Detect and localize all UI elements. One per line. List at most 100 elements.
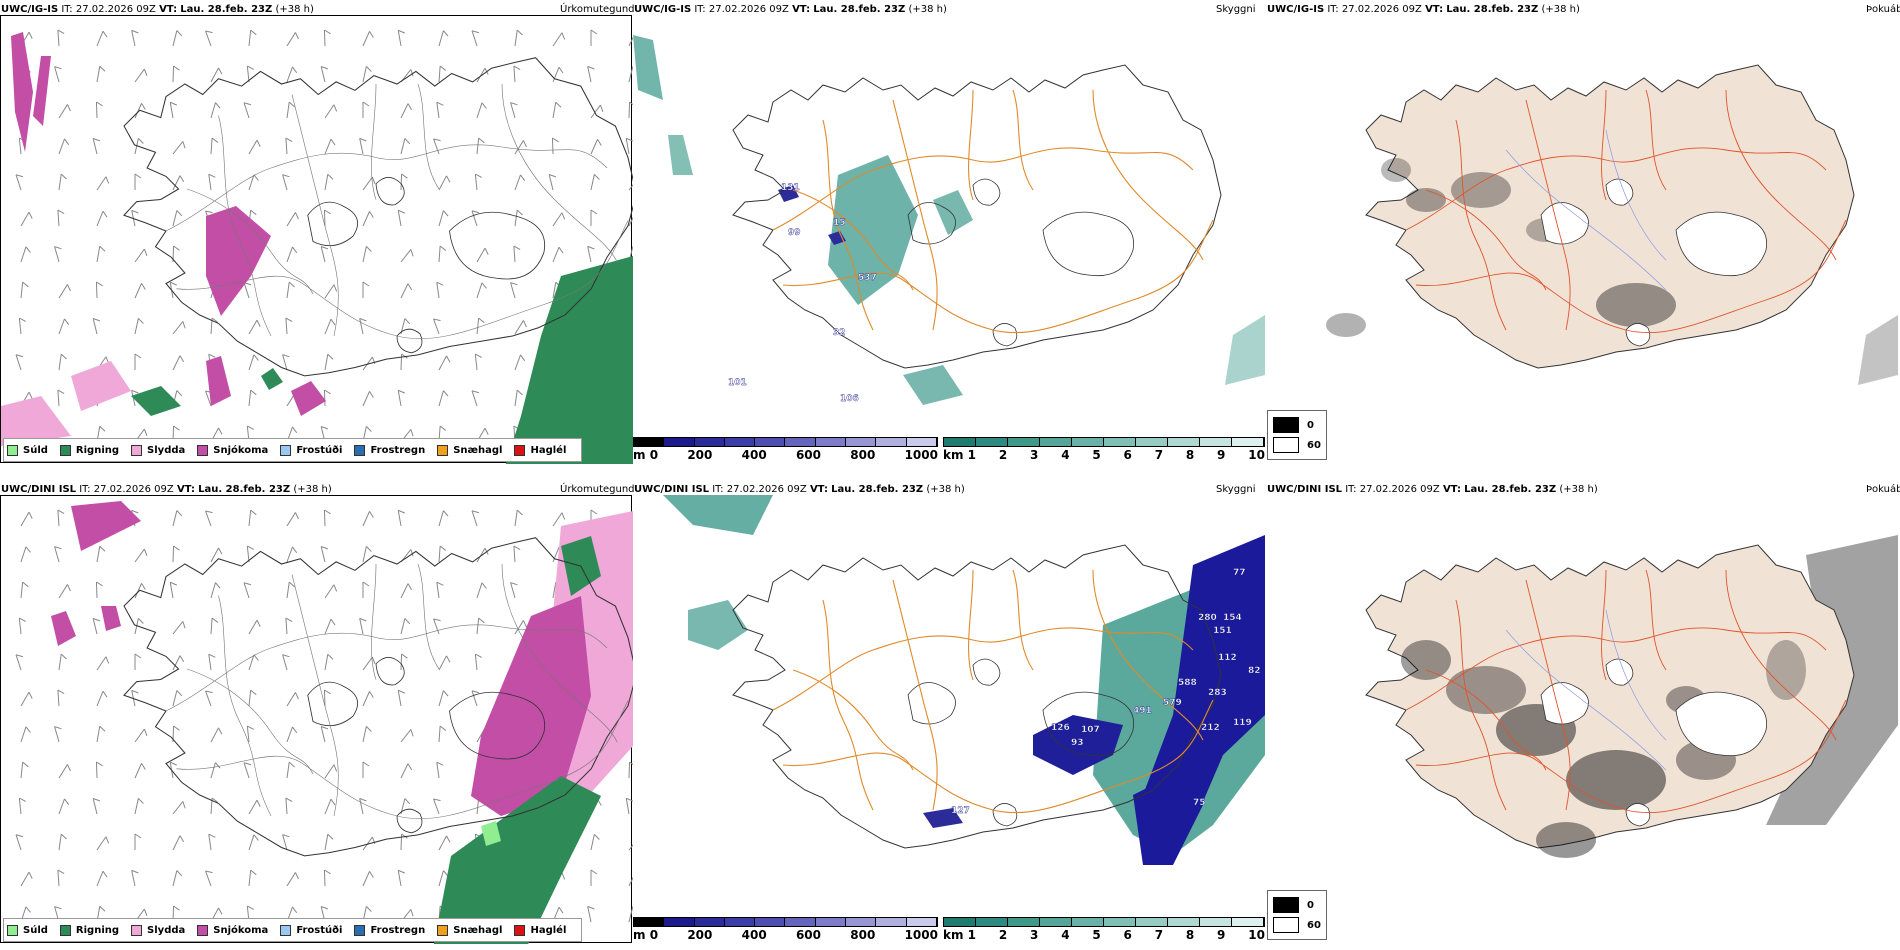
visibility-value-label: 101 <box>728 378 747 388</box>
legend-swatch <box>514 444 526 456</box>
legend-item: Haglél <box>514 444 566 456</box>
visibility-value-label: 127 <box>951 806 970 816</box>
visibility-value-label: 15 <box>833 218 846 228</box>
fog-index-map <box>1266 15 1898 463</box>
legend-item: Rigning <box>59 924 119 936</box>
legend-swatch <box>59 444 71 456</box>
visibility-map: 131 15 99 537 32 101 106 <box>633 15 1265 463</box>
legend-item: Frostúði <box>280 924 342 936</box>
lead-time: (+38 h) <box>908 4 947 15</box>
legend-swatch <box>437 444 449 456</box>
visibility-value-label: 32 <box>833 328 846 338</box>
legend-item: Snæhagl <box>437 444 502 456</box>
it-label: IT: <box>694 4 706 15</box>
legend-item: Snæhagl <box>437 924 502 936</box>
it-label: IT: <box>79 484 91 495</box>
panel-title: UWC/IG-IS IT: 27.02.2026 09Z VT: Lau. 28… <box>1 4 314 15</box>
precip-type-map: Súld Rigning Slydda Snjókoma Frostúði Frostre… <box>0 15 633 464</box>
init-time: 27.02.2026 09Z <box>93 484 174 495</box>
field-name: Úrkomutegund <box>560 484 635 495</box>
visibility-value-label: 93 <box>1071 738 1084 748</box>
fog-swatch-60 <box>1273 917 1299 933</box>
legend-item: Rigning <box>59 444 119 456</box>
fog-swatch-0 <box>1273 897 1299 913</box>
panel-title: UWC/DINI ISL IT: 27.02.2026 09Z VT: Lau.… <box>1267 484 1598 495</box>
legend-item: Frostúði <box>280 444 342 456</box>
precip-type-map: Súld Rigning Slydda Snjókoma Frostúði Frostre… <box>0 495 633 944</box>
visibility-value-label: 99 <box>788 228 801 238</box>
valid-time: Lau. 28.feb. 23Z <box>831 484 924 495</box>
lead-time: (+38 h) <box>926 484 965 495</box>
it-label: IT: <box>1327 4 1339 15</box>
visibility-value-label: 77 <box>1233 568 1246 578</box>
fog-swatch-0 <box>1273 417 1299 433</box>
visibility-colorbar-m: m 0 200 400 600 800 1000 <box>633 437 938 462</box>
vt-label: VT: <box>1425 4 1444 15</box>
panel-title: UWC/IG-IS IT: 27.02.2026 09Z VT: Lau. 28… <box>634 4 947 15</box>
visibility-map: 77 280 154 151 112 82 588 283 491 579 126 107 212 119… <box>633 495 1265 943</box>
fog-index-map <box>1266 495 1898 943</box>
valid-time: Lau. 28.feb. 23Z <box>1464 484 1557 495</box>
visibility-value-label: 82 <box>1248 666 1261 676</box>
legend-swatch <box>280 444 292 456</box>
model-name: UWC/IG-IS <box>634 4 692 15</box>
legend-item: Snjókoma <box>197 924 268 936</box>
legend-swatch <box>131 924 143 936</box>
lead-time: (+38 h) <box>1559 484 1598 495</box>
legend-swatch <box>514 924 526 936</box>
legend-swatch <box>437 924 449 936</box>
visibility-value-label: 151 <box>1213 626 1232 636</box>
valid-time: Lau. 28.feb. 23Z <box>813 4 906 15</box>
panel-title: UWC/IG-IS IT: 27.02.2026 09Z VT: Lau. 28… <box>1267 4 1580 15</box>
it-label: IT: <box>712 484 724 495</box>
legend-swatch <box>7 924 18 936</box>
vt-label: VT: <box>159 4 178 15</box>
visibility-value-label: 212 <box>1201 723 1220 733</box>
legend-swatch <box>354 444 366 456</box>
visibility-value-label: 283 <box>1208 688 1227 698</box>
vt-label: VT: <box>792 4 811 15</box>
init-time: 27.02.2026 09Z <box>1359 484 1440 495</box>
panel-title: UWC/DINI ISL IT: 27.02.2026 09Z VT: Lau.… <box>634 484 965 495</box>
it-label: IT: <box>61 4 73 15</box>
init-time: 27.02.2026 09Z <box>708 4 789 15</box>
field-name: Skyggni <box>1216 4 1256 15</box>
visibility-value-label: 131 <box>781 183 800 193</box>
vt-label: VT: <box>1442 484 1461 495</box>
visibility-value-label: 107 <box>1081 725 1100 735</box>
visibility-value-label: 537 <box>858 273 877 283</box>
visibility-colorbar-m: m 0 200 400 600 800 1000 <box>633 917 938 942</box>
legend-swatch <box>280 924 292 936</box>
legend-swatch <box>131 444 143 456</box>
visibility-value-label: 588 <box>1178 678 1197 688</box>
visibility-panel-dini: UWC/DINI ISL IT: 27.02.2026 09Z VT: Lau.… <box>633 480 1266 950</box>
visibility-panel-igis: UWC/IG-IS IT: 27.02.2026 09Z VT: Lau. 28… <box>633 0 1266 470</box>
visibility-value-label: 154 <box>1223 613 1242 623</box>
init-time: 27.02.2026 09Z <box>75 4 156 15</box>
legend-swatch <box>197 444 209 456</box>
visibility-colorbar-km: km 1 2 3 4 5 6 7 8 9 10 <box>943 437 1265 462</box>
legend-swatch <box>197 924 209 936</box>
init-time: 27.02.2026 09Z <box>726 484 807 495</box>
legend-item: Frostregn <box>354 924 425 936</box>
field-name: Skyggni <box>1216 484 1256 495</box>
fog-index-panel-igis: UWC/IG-IS IT: 27.02.2026 09Z VT: Lau. 28… <box>1266 0 1900 470</box>
lead-time: (+38 h) <box>293 484 332 495</box>
precip-type-panel-dini: UWC/DINI ISL IT: 27.02.2026 09Z VT: Lau.… <box>0 480 635 950</box>
visibility-value-label: 106 <box>840 394 859 404</box>
field-name: Þokuábendi <box>1866 4 1900 15</box>
visibility-value-label: 119 <box>1233 718 1252 728</box>
panel-title: UWC/DINI ISL IT: 27.02.2026 09Z VT: Lau.… <box>1 484 332 495</box>
it-label: IT: <box>1345 484 1357 495</box>
legend-item: Slydda <box>131 444 185 456</box>
visibility-value-label: 75 <box>1193 798 1206 808</box>
model-name: UWC/DINI ISL <box>634 484 710 495</box>
visibility-value-label: 579 <box>1163 698 1182 708</box>
field-name: Þokuábendi <box>1866 484 1900 495</box>
visibility-value-label: 126 <box>1051 723 1070 733</box>
model-name: UWC/IG-IS <box>1267 4 1325 15</box>
init-time: 27.02.2026 09Z <box>1341 4 1422 15</box>
visibility-colorbar-km: km 1 2 3 4 5 6 7 8 9 10 <box>943 917 1265 942</box>
fog-index-legend: 0 60 <box>1267 890 1327 940</box>
legend-item: Súld <box>7 924 48 936</box>
